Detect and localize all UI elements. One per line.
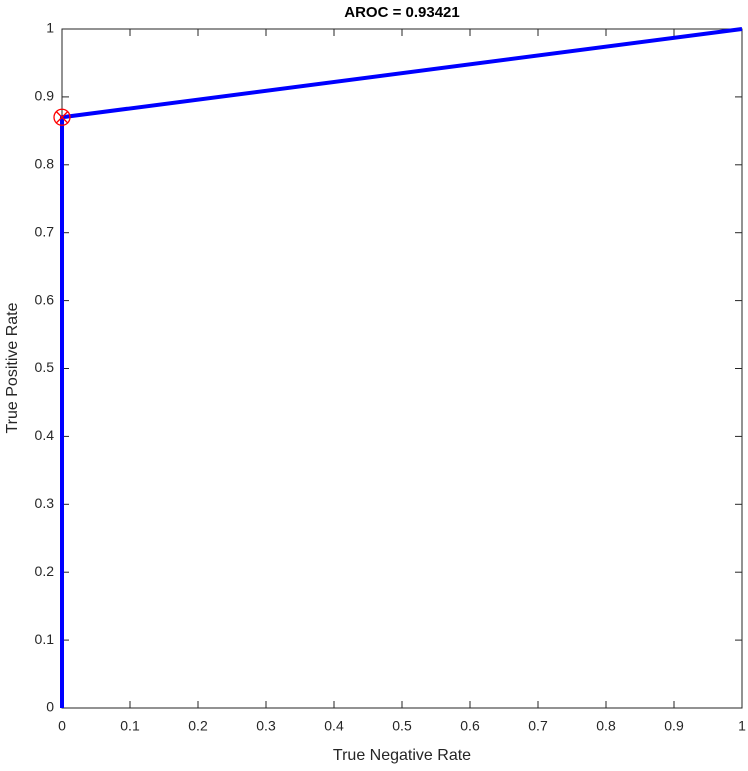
x-tick-label: 0.5 xyxy=(392,718,412,734)
x-axis-label: True Negative Rate xyxy=(333,747,471,764)
y-tick-label: 0.9 xyxy=(35,88,55,104)
y-tick-label: 0.3 xyxy=(35,495,55,511)
optimal-point-cross xyxy=(55,110,69,124)
y-tick-label: 0.7 xyxy=(35,223,55,239)
x-tick-label: 0.3 xyxy=(256,718,276,734)
x-tick-label: 0.8 xyxy=(596,718,616,734)
chart-title: AROC = 0.93421 xyxy=(344,4,459,21)
y-tick-label: 0.8 xyxy=(35,156,55,172)
x-tick-label: 1 xyxy=(738,718,746,734)
x-tick-label: 0.1 xyxy=(120,718,140,734)
x-tick-label: 0.4 xyxy=(324,718,344,734)
y-tick-label: 0.5 xyxy=(35,359,55,375)
x-tick-label: 0.2 xyxy=(188,718,208,734)
y-tick-label: 0.4 xyxy=(35,427,55,443)
plot-area xyxy=(62,29,742,708)
x-tick-label: 0.6 xyxy=(460,718,480,734)
x-tick-label: 0.7 xyxy=(528,718,548,734)
y-axis-label: True Positive Rate xyxy=(4,302,21,433)
y-tick-label: 0.6 xyxy=(35,291,55,307)
y-tick-label: 0.1 xyxy=(35,631,55,647)
y-tick-label: 0 xyxy=(46,699,54,715)
y-tick-label: 1 xyxy=(46,20,54,36)
x-tick-label: 0 xyxy=(58,718,66,734)
x-tick-label: 0.9 xyxy=(664,718,684,734)
y-tick-label: 0.2 xyxy=(35,563,55,579)
optimal-point xyxy=(53,108,71,126)
